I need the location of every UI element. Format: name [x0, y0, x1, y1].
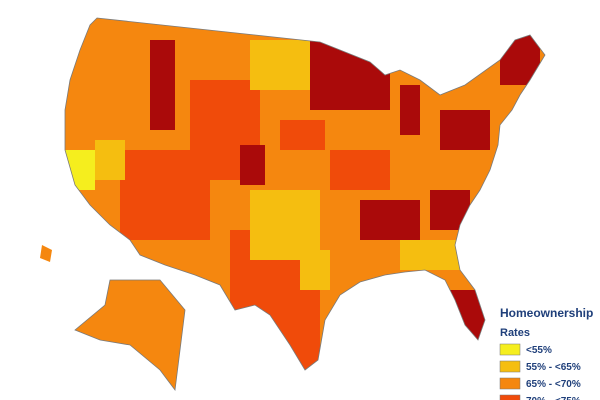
legend-swatch [499, 343, 521, 356]
legend-label: 55% - <65% [526, 362, 581, 373]
legend-label: 70% - <75% [526, 396, 581, 400]
legend-subtitle: Rates [500, 327, 530, 339]
legend-title: Homeownership [500, 306, 593, 320]
alaska [74, 279, 186, 392]
legend-label: 65% - <70% [526, 379, 581, 390]
legend-swatch [499, 360, 521, 373]
legend-label: <55% [526, 345, 552, 356]
legend: <55% 55% - <65% 65% - <70% 70% - <75% [499, 343, 581, 400]
legend-swatch [499, 394, 521, 400]
legend-swatch [499, 377, 521, 390]
hawaii [40, 245, 52, 262]
